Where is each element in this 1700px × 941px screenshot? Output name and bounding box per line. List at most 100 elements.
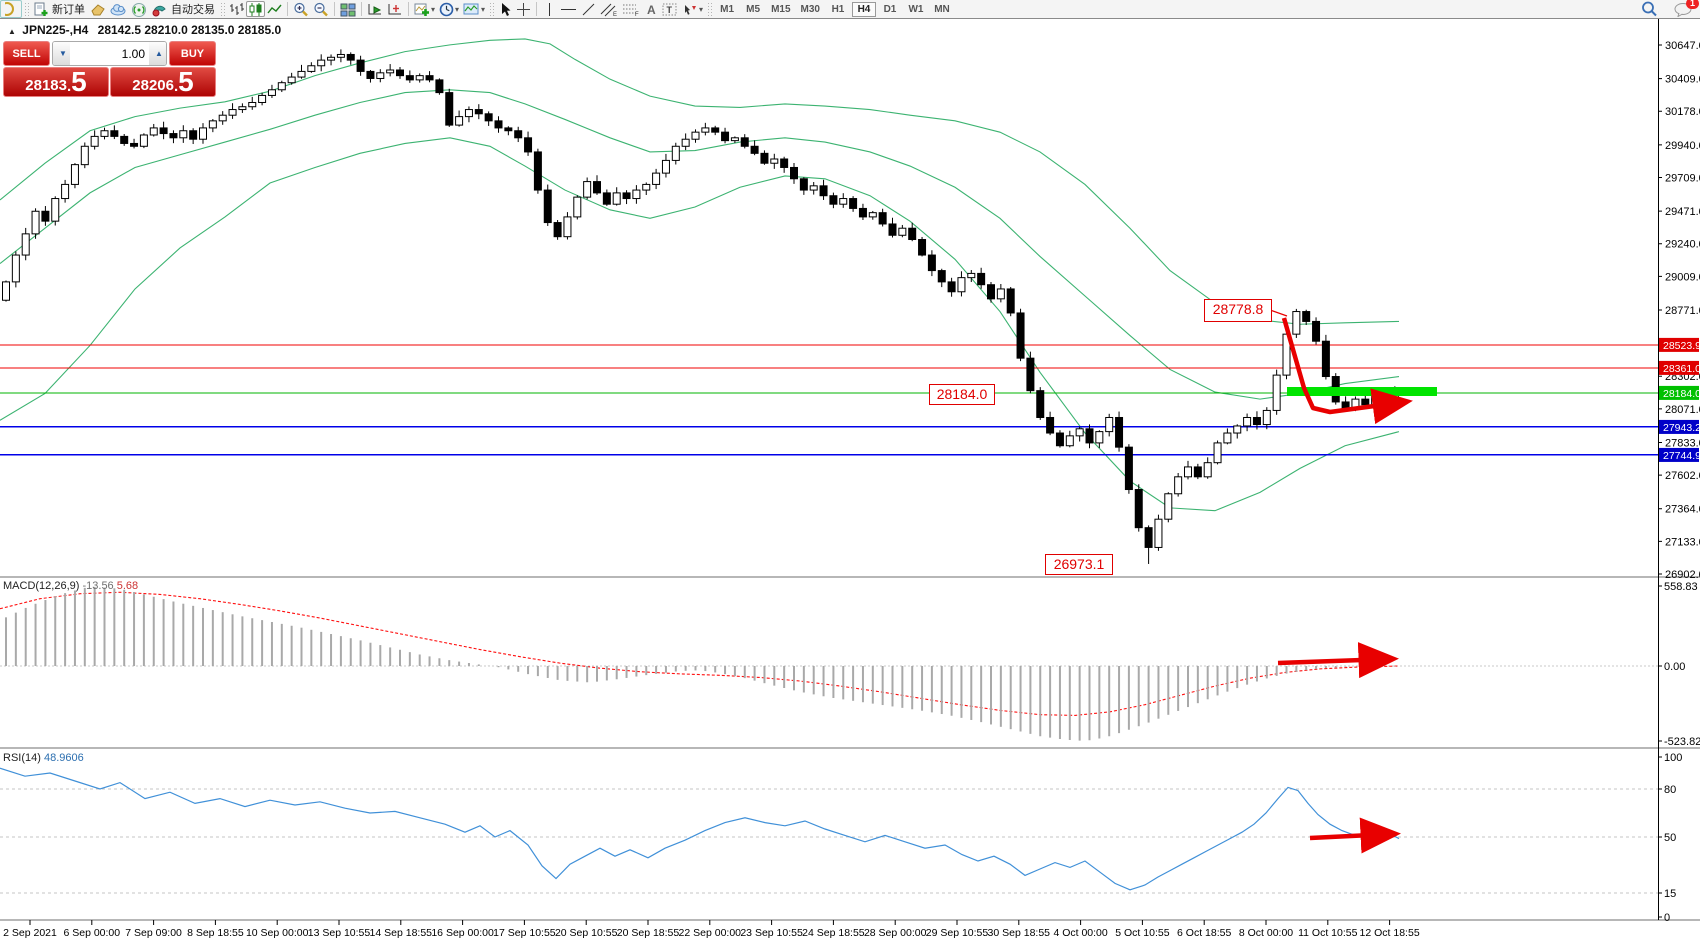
svg-text:29240.0: 29240.0 <box>1665 239 1700 251</box>
high-label-connector <box>1269 309 1288 317</box>
crosshair-icon[interactable] <box>514 1 533 17</box>
buy-button[interactable]: BUY <box>169 41 216 66</box>
macd-histogram <box>5 586 1396 741</box>
price-arrow[interactable] <box>1281 317 1413 425</box>
notification-badge: 1 <box>1685 0 1699 9</box>
line-chart-icon[interactable] <box>265 1 284 17</box>
zoom-out-icon[interactable] <box>311 1 331 17</box>
svg-text:8 Oct 00:00: 8 Oct 00:00 <box>1239 927 1293 939</box>
svg-text:28771.0: 28771.0 <box>1665 305 1700 317</box>
level-lines[interactable] <box>0 344 1658 456</box>
periods-icon[interactable]: ▾ <box>437 1 461 17</box>
drawn-arrows[interactable] <box>1269 309 1413 854</box>
svg-text:28361.0: 28361.0 <box>1663 363 1700 375</box>
svg-text:22 Sep 00:00: 22 Sep 00:00 <box>679 927 742 939</box>
price-axis-labels: 30647.0 30409.0 30178.0 29940.0 29709.0 29471… <box>1658 40 1700 924</box>
timeframe-button-d1[interactable]: D1 <box>878 2 902 17</box>
timeframe-button-m30[interactable]: M30 <box>797 2 824 17</box>
svg-text:30647.0: 30647.0 <box>1665 40 1700 52</box>
svg-text:14 Sep 18:55: 14 Sep 18:55 <box>370 927 433 939</box>
sell-price-display[interactable]: 28183. 5 <box>3 67 109 97</box>
high-price-annotation[interactable]: 28778.8 <box>1204 299 1272 322</box>
ohlc-readout: 28142.5 28210.0 28135.0 28185.0 <box>97 23 282 37</box>
auto-trading-label[interactable]: 自动交易 <box>171 4 215 16</box>
svg-text:15: 15 <box>1664 888 1676 900</box>
auto-scroll-icon[interactable] <box>365 1 385 17</box>
timeframe-button-w1[interactable]: W1 <box>904 2 928 17</box>
cloud-icon[interactable] <box>108 1 129 17</box>
svg-text:29940.0: 29940.0 <box>1665 140 1700 152</box>
new-order-label[interactable]: 新订单 <box>52 4 85 16</box>
timeframe-button-h4[interactable]: H4 <box>851 1 876 17</box>
svg-text:4 Oct 00:00: 4 Oct 00:00 <box>1053 927 1107 939</box>
volume-decrease-button[interactable]: ▼ <box>53 42 70 65</box>
indicators-icon[interactable]: ▾ <box>412 1 437 17</box>
rsi-panel <box>0 767 1658 894</box>
cursor-icon[interactable] <box>496 1 514 17</box>
buy-price-display[interactable]: 28206. 5 <box>110 67 216 97</box>
svg-text:10 Sep 00:00: 10 Sep 00:00 <box>246 927 309 939</box>
clipped-icon <box>0 0 22 18</box>
macd-arrow[interactable] <box>1277 642 1399 679</box>
svg-text:20 Sep 18:55: 20 Sep 18:55 <box>617 927 680 939</box>
svg-text:30 Sep 18:55: 30 Sep 18:55 <box>988 927 1051 939</box>
svg-text:5 Oct 10:55: 5 Oct 10:55 <box>1115 927 1169 939</box>
tile-windows-icon[interactable] <box>338 1 358 17</box>
svg-text:T: T <box>667 5 673 15</box>
bar-chart-icon[interactable] <box>227 1 246 17</box>
chart-shift-icon[interactable] <box>385 1 405 17</box>
timeframe-button-m5[interactable]: M5 <box>741 2 765 17</box>
market-watch-icon[interactable] <box>88 1 108 17</box>
trendline-icon[interactable] <box>579 1 598 17</box>
svg-text:80: 80 <box>1664 784 1676 796</box>
volume-stepper: ▼ ▲ <box>52 41 167 66</box>
text-box-icon[interactable]: T <box>660 1 680 17</box>
svg-text:29709.0: 29709.0 <box>1665 172 1700 184</box>
mid-price-annotation[interactable]: 28184.0 <box>929 384 995 405</box>
notifications-icon[interactable]: 1 <box>1672 0 1699 17</box>
toolbar-separator <box>536 2 538 16</box>
toolbar-separator <box>287 2 288 16</box>
macd-label: MACD(12,26,9) -13.56 5.68 <box>3 580 138 592</box>
volume-input[interactable] <box>70 42 149 65</box>
svg-text:F: F <box>635 12 639 17</box>
toolbar-separator <box>408 2 409 16</box>
equidistant-channel-icon[interactable]: E <box>598 1 620 17</box>
timeframe-button-m15[interactable]: M15 <box>767 2 794 17</box>
fibonacci-icon[interactable]: F <box>620 1 642 17</box>
svg-text:0.00: 0.00 <box>1664 661 1685 673</box>
svg-text:27943.2: 27943.2 <box>1663 422 1700 434</box>
vertical-line-icon[interactable] <box>540 1 558 17</box>
svg-text:6 Sep 00:00: 6 Sep 00:00 <box>63 927 120 939</box>
volume-increase-button[interactable]: ▲ <box>149 42 166 65</box>
svg-text:16 Sep 00:00: 16 Sep 00:00 <box>431 927 494 939</box>
rsi-arrow[interactable] <box>1309 817 1401 854</box>
horizontal-line-icon[interactable] <box>558 1 579 17</box>
timeframe-button-m1[interactable]: M1 <box>715 2 739 17</box>
search-icon[interactable] <box>1639 1 1660 17</box>
timeframe-button-h1[interactable]: H1 <box>826 2 850 17</box>
macd-signal-value: 5.68 <box>116 580 139 592</box>
svg-text:7 Sep 09:00: 7 Sep 09:00 <box>125 927 182 939</box>
sell-button[interactable]: SELL <box>3 41 50 66</box>
auto-trading-icon[interactable] <box>149 1 170 17</box>
low-price-annotation[interactable]: 26973.1 <box>1045 554 1113 575</box>
zoom-in-icon[interactable] <box>291 1 311 17</box>
arrows-tool-icon[interactable]: ▾ <box>680 1 705 17</box>
svg-text:A: A <box>647 3 656 17</box>
svg-text:6 Oct 18:55: 6 Oct 18:55 <box>1177 927 1231 939</box>
candlestick-chart-icon[interactable] <box>246 1 265 17</box>
signal-icon[interactable] <box>129 1 149 17</box>
templates-icon[interactable]: ▾ <box>461 1 487 17</box>
svg-text:28184.0: 28184.0 <box>1663 388 1700 400</box>
timeframe-button-mn[interactable]: MN <box>930 2 954 17</box>
one-click-trading-panel: SELL ▼ ▲ BUY 28183.5 28206.5 <box>3 41 216 97</box>
bollinger-upper <box>0 38 1400 325</box>
toolbar-grip <box>489 2 495 16</box>
green-highlight-box[interactable] <box>1287 387 1437 396</box>
new-order-icon[interactable] <box>31 1 51 17</box>
chevron-down-icon: ▾ <box>431 4 436 14</box>
text-label-icon[interactable]: A <box>642 1 660 17</box>
macd-signal-line <box>0 591 1400 716</box>
svg-text:11 Oct 10:55: 11 Oct 10:55 <box>1298 927 1358 939</box>
